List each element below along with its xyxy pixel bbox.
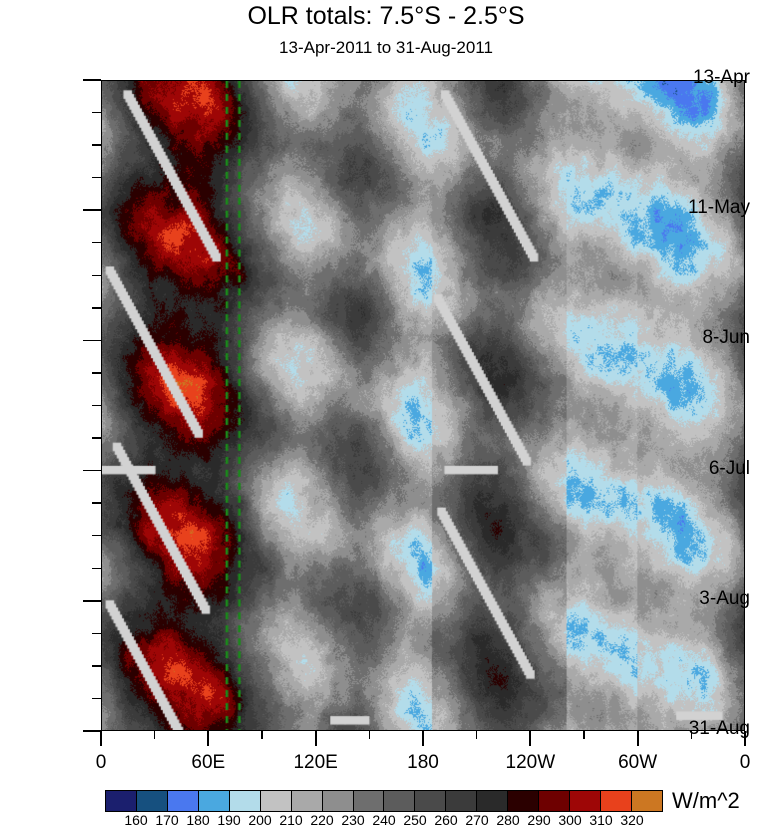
x-tick-minor [583, 731, 585, 739]
colorbar-swatch [260, 791, 292, 811]
colorbar-tick-label: 230 [341, 812, 365, 828]
y-tick-minor [92, 176, 101, 179]
x-tick-label: 60W [618, 752, 658, 773]
colorbar-swatch [353, 791, 385, 811]
x-tick-major [314, 731, 317, 746]
colorbar-swatch [415, 791, 447, 811]
y-tick-minor [92, 111, 101, 114]
y-tick-minor [92, 307, 101, 309]
colorbar-tick-label: 300 [558, 812, 582, 828]
colorbar-tick-label: 320 [620, 812, 644, 828]
colorbar-swatch [631, 791, 662, 811]
y-tick-minor [92, 502, 101, 504]
y-tick-major [83, 339, 101, 342]
colorbar-tick-label: 190 [217, 812, 241, 828]
colorbar-swatch [539, 791, 571, 811]
chart-title: OLR totals: 7.5°S - 2.5°S [247, 2, 525, 30]
y-tick-minor [92, 372, 101, 374]
x-tick-minor [153, 731, 156, 739]
chart-subtitle: 13-Apr-2011 to 31-Aug-2011 [279, 38, 493, 57]
colorbar-tick-label: 220 [310, 812, 334, 828]
y-tick-minor [92, 437, 101, 439]
x-tick-label: 120W [505, 752, 556, 773]
y-tick-minor [92, 535, 101, 537]
colorbar-swatch [384, 791, 416, 811]
x-tick-label: 180 [407, 752, 439, 773]
colorbar-swatch [229, 791, 261, 811]
x-tick-minor [368, 731, 371, 739]
x-tick-label: 0 [95, 752, 107, 773]
y-tick-minor [92, 567, 101, 569]
colorbar-tick-label: 280 [496, 812, 520, 828]
x-tick-label: 60E [191, 752, 226, 773]
y-tick-minor [92, 242, 101, 244]
colorbar-swatch [167, 791, 199, 811]
y-tick-minor [92, 144, 101, 146]
y-tick-major [83, 600, 101, 602]
x-tick-label: 0 [739, 752, 751, 773]
x-tick-minor [261, 731, 263, 739]
colorbar-tick-label: 200 [248, 812, 272, 828]
x-tick-major [100, 731, 102, 746]
y-tick-minor [92, 697, 101, 700]
colorbar-tick-label: 260 [434, 812, 458, 828]
colorbar-swatch [570, 791, 601, 811]
colorbar-tick-label: 270 [465, 812, 489, 828]
colorbar-swatch [291, 791, 323, 811]
y-tick-minor [92, 274, 101, 276]
colorbar-swatch [198, 791, 230, 811]
colorbar [105, 790, 663, 812]
colorbar-swatch [446, 791, 478, 811]
colorbar-swatch [477, 791, 509, 811]
x-tick-major [207, 731, 210, 746]
y-tick-major [83, 79, 101, 81]
colorbar-swatch [136, 791, 168, 811]
colorbar-tick-label: 180 [186, 812, 210, 828]
hovmoller-plot-area [101, 80, 745, 731]
y-tick-minor [92, 404, 101, 407]
colorbar-swatch [508, 791, 540, 811]
x-tick-major [529, 731, 532, 746]
y-tick-minor [92, 665, 101, 667]
y-tick-major [83, 469, 101, 472]
colorbar-tick-label: 310 [589, 812, 613, 828]
x-tick-major [744, 731, 746, 746]
colorbar-tick-label: 250 [403, 812, 427, 828]
y-tick-major [83, 209, 101, 211]
x-tick-label: 120E [293, 752, 338, 773]
colorbar-swatch [106, 791, 137, 811]
olr-heatmap-canvas [102, 81, 744, 730]
colorbar-tick-label: 210 [279, 812, 303, 828]
x-tick-major [636, 731, 639, 746]
colorbar-tick-label: 290 [527, 812, 551, 828]
colorbar-tick-labels: 160 170 180 190 200 210 220 230 240 250 260 270 280 2… [0, 812, 772, 832]
x-tick-major [422, 731, 424, 746]
colorbar-tick-label: 240 [372, 812, 396, 828]
x-tick-minor [690, 731, 693, 739]
y-tick-major [83, 730, 101, 732]
colorbar-swatch [322, 791, 354, 811]
x-tick-minor [475, 731, 478, 739]
colorbar-unit-label: W/m^2 [672, 788, 740, 813]
colorbar-tick-label: 160 [124, 812, 148, 828]
y-tick-minor [92, 632, 101, 635]
colorbar-swatch [601, 791, 632, 811]
colorbar-tick-label: 170 [155, 812, 179, 828]
